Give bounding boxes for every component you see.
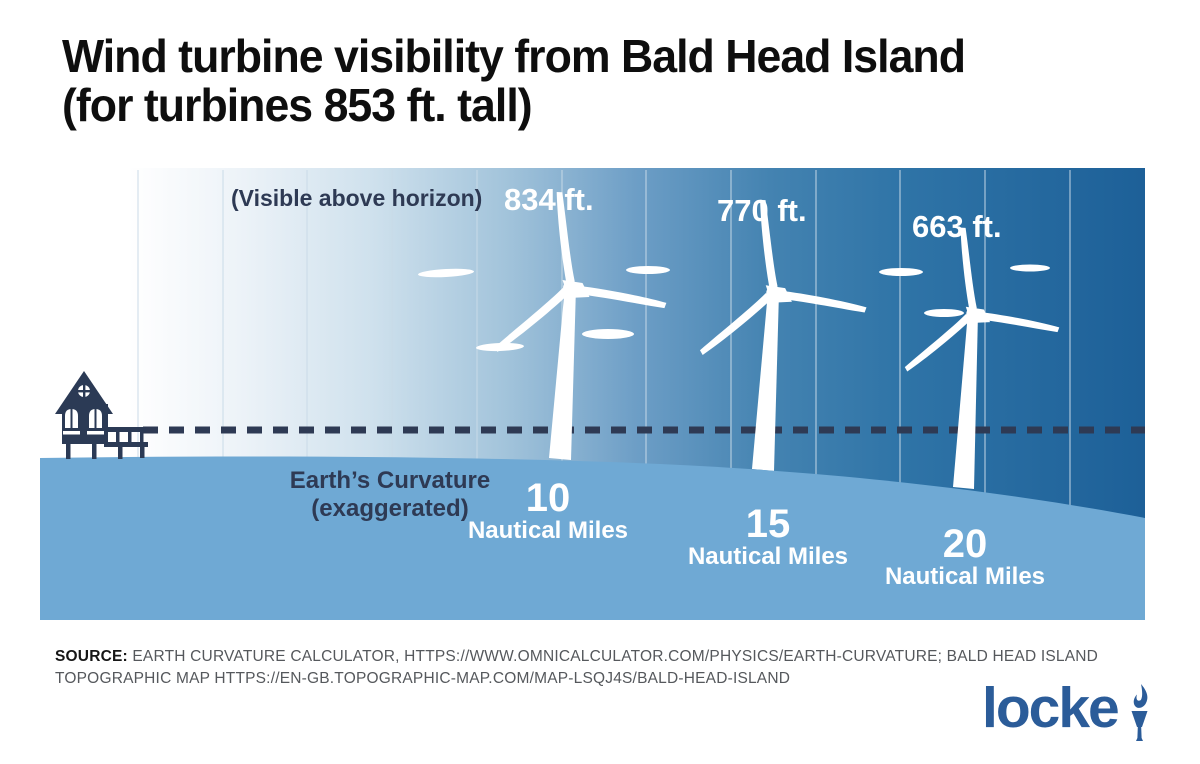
source-label: SOURCE: — [55, 648, 128, 665]
distance-label-10nm: 10 Nautical Miles — [433, 476, 663, 544]
locke-logo-text: locke — [982, 676, 1120, 740]
page-title-line2: (for turbines 853 ft. tall) — [62, 79, 533, 131]
distance-unit: Nautical Miles — [884, 563, 1046, 590]
visible-height-770: 770 ft. — [717, 193, 807, 228]
earth-curvature-line2: (exaggerated) — [311, 495, 469, 522]
distance-label-20nm: 20 Nautical Miles — [850, 522, 1080, 590]
page-title-line1: Wind turbine visibility from Bald Head I… — [62, 30, 966, 82]
clouds — [418, 264, 1050, 352]
wind-turbine-15nm — [698, 199, 867, 471]
ocean-curvature — [40, 456, 1145, 620]
source-attribution: SOURCE: EARTH CURVATURE CALCULATOR, HTTP… — [55, 646, 1115, 690]
visible-above-horizon-label: (Visible above horizon) — [231, 185, 483, 211]
visible-height-834: 834 ft. — [504, 182, 594, 217]
wind-turbine-10nm — [492, 191, 667, 460]
locke-logo: locke — [982, 680, 1153, 741]
distance-value: 15 — [745, 502, 791, 546]
earth-curvature-label: Earth’s Curvature (exaggerated) — [255, 467, 525, 523]
source-text: EARTH CURVATURE CALCULATOR, HTTPS://WWW.… — [55, 648, 1099, 687]
beach-house-icon — [55, 371, 148, 459]
torch-icon — [1131, 684, 1148, 741]
distance-unit: Nautical Miles — [687, 543, 849, 570]
visible-height-663: 663 ft. — [912, 209, 1002, 244]
wind-turbine-20nm — [903, 226, 1060, 489]
page-title: Wind turbine visibility from Bald Head I… — [62, 30, 966, 131]
earth-curvature-line1: Earth’s Curvature — [289, 467, 491, 494]
distance-label-15nm: 15 Nautical Miles — [653, 502, 883, 570]
distance-value: 20 — [942, 522, 988, 566]
distance-unit: Nautical Miles — [467, 517, 629, 544]
distance-value: 10 — [525, 476, 571, 520]
